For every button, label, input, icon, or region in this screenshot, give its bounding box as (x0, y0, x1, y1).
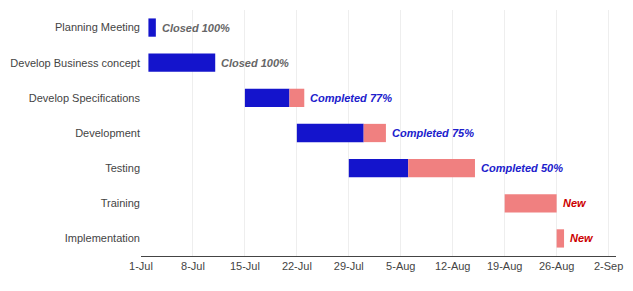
svg-text:Develop Business concept: Develop Business concept (10, 57, 140, 69)
svg-text:29-Jul: 29-Jul (334, 260, 364, 272)
svg-text:Development: Development (75, 127, 140, 139)
svg-text:12-Aug: 12-Aug (435, 260, 470, 272)
svg-text:Planning Meeting: Planning Meeting (55, 21, 140, 33)
svg-text:8-Jul: 8-Jul (181, 260, 205, 272)
svg-text:Testing: Testing (105, 162, 140, 174)
svg-text:15-Jul: 15-Jul (230, 260, 260, 272)
svg-text:Completed 50%: Completed 50% (481, 162, 563, 174)
svg-text:22-Jul: 22-Jul (282, 260, 312, 272)
svg-text:New: New (563, 197, 587, 209)
svg-text:1-Jul: 1-Jul (129, 260, 153, 272)
svg-text:Closed 100%: Closed 100% (162, 22, 230, 34)
svg-text:Completed 77%: Completed 77% (310, 92, 392, 104)
svg-text:26-Aug: 26-Aug (539, 260, 574, 272)
svg-text:19-Aug: 19-Aug (487, 260, 522, 272)
svg-text:Closed 100%: Closed 100% (221, 57, 289, 69)
svg-text:Implementation: Implementation (65, 232, 140, 244)
svg-text:Completed 75%: Completed 75% (392, 127, 474, 139)
svg-text:New: New (570, 232, 594, 244)
svg-text:5-Aug: 5-Aug (386, 260, 415, 272)
svg-text:Training: Training (101, 197, 140, 209)
svg-text:Develop Specifications: Develop Specifications (29, 92, 141, 104)
svg-text:2-Sep: 2-Sep (594, 260, 623, 272)
